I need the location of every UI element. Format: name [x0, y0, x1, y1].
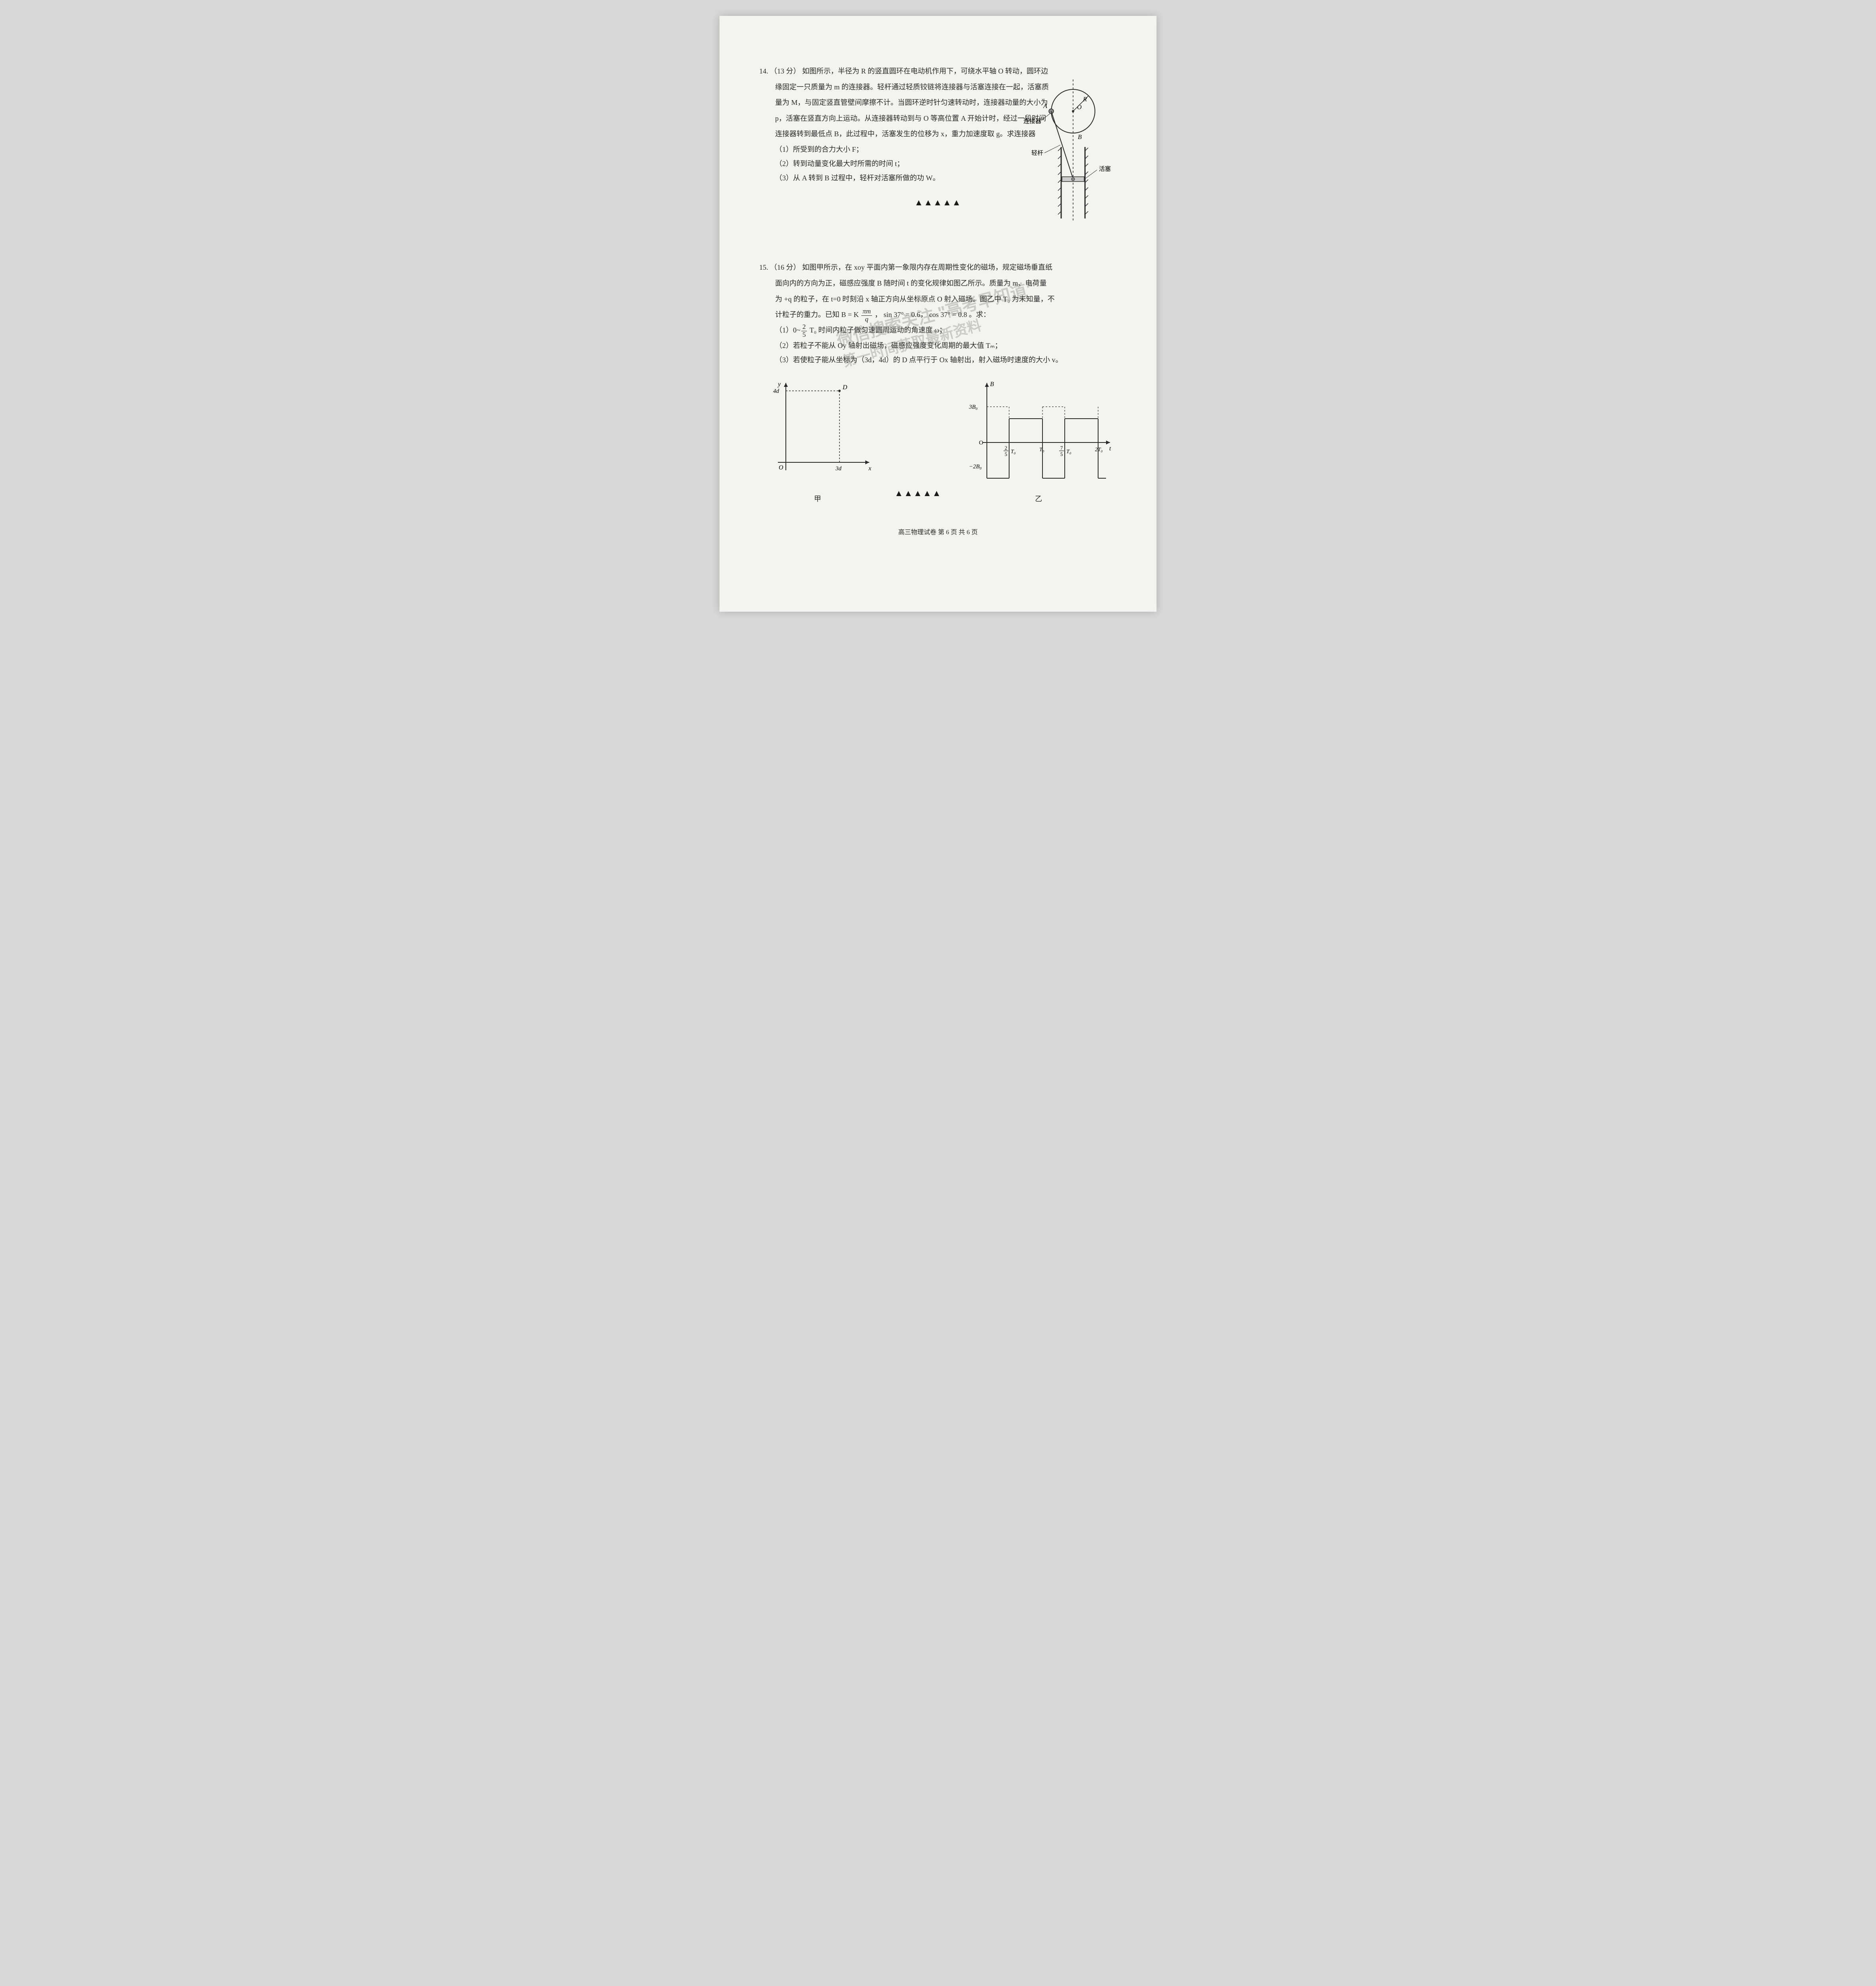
svg-text:2T₀: 2T₀: [1095, 447, 1103, 453]
label-rod: 轻杆: [1031, 150, 1043, 156]
q14-line1: 缘固定一只质量为 m 的连接器。轻杆通过轻质铰链将连接器与活塞连接在一起，活塞质: [775, 83, 1049, 91]
svg-text:4d: 4d: [773, 388, 779, 394]
q14-diagram: O R A B 连接器 轻杆: [1021, 79, 1125, 228]
chart-yi-svg: OtB3B₀−2B₀25T₀T₀75T₀2T₀: [963, 379, 1114, 482]
q14-points: （13 分）: [770, 67, 801, 75]
svg-text:−2B₀: −2B₀: [969, 464, 982, 470]
svg-text:7: 7: [1060, 445, 1063, 451]
exam-page: 微信搜索关注 "高考早知道" 第一时间获取最新资料 14. （13 分） 如图所…: [719, 16, 1157, 612]
svg-text:y: y: [777, 381, 781, 388]
svg-text:3B₀: 3B₀: [969, 404, 978, 410]
charts-row: OxyD4d3d 甲 ▲▲▲▲▲ OtB3B₀−2B₀25T₀T₀75T₀2T₀…: [759, 379, 1117, 507]
svg-text:3d: 3d: [835, 466, 842, 472]
label-B: B: [1078, 134, 1082, 141]
chart-yi: OtB3B₀−2B₀25T₀T₀75T₀2T₀ 乙: [963, 379, 1114, 507]
svg-text:5: 5: [1005, 451, 1008, 457]
q15-line3-prefix: 计粒子的重力。已知 B = K: [775, 311, 859, 319]
svg-text:D: D: [842, 384, 847, 391]
q15-line1: 面向内的方向为正，磁感应强度 B 随时间 t 的变化规律如图乙所示。质量为 m、…: [775, 279, 1047, 287]
chart-jia: Ox y D 4d 3d 甲: [762, 379, 873, 507]
q15-number: 15.: [759, 263, 768, 271]
svg-text:5: 5: [1060, 451, 1063, 457]
svg-text:x: x: [868, 465, 871, 472]
q14-line2: 量为 M，与固定竖直管壁间摩擦不计。当圆环逆时针匀速转动时，连接器动量的大小为: [775, 99, 1048, 106]
q14-line4: 连接器转到最低点 B，此过程中，活塞发生的位移为 x，重力加速度取 g。求连接器: [775, 130, 1036, 138]
q14-number: 14.: [759, 67, 768, 75]
q15-sub1: （1）0~25 T₀ 时间内粒子做匀速圆周运动的角速度 ω；: [775, 323, 1117, 338]
svg-text:t: t: [1109, 445, 1111, 452]
label-R: R: [1083, 96, 1087, 103]
caption-jia: 甲: [762, 491, 873, 507]
q14-line0: 如图所示，半径为 R 的竖直圆环在电动机作用下，可绕水平轴 O 转动，圆环边: [802, 67, 1048, 75]
svg-text:B: B: [990, 381, 994, 388]
q15-line3-suffix: ， sin 37° = 0.6， cos 37° = 0.8 。求：: [874, 311, 990, 319]
q15-sub2: （2）若粒子不能从 Oy 轴射出磁场，磁感应强度变化周期的最大值 Tₘ；: [775, 338, 1117, 353]
q15-line0: 如图甲所示，在 xoy 平面内第一象限内存在周期性变化的磁场，规定磁场垂直纸: [802, 263, 1052, 271]
page-footer: 高三物理试卷 第 6 页 共 6 页: [759, 527, 1117, 536]
svg-text:O: O: [779, 464, 783, 471]
caption-yi: 乙: [963, 491, 1114, 507]
svg-text:O: O: [979, 440, 983, 446]
q14-svg: O R A B 连接器 轻杆: [1021, 79, 1125, 222]
q15-sub3: （3）若使粒子能从坐标为（3d，4d）的 D 点平行于 Ox 轴射出，射入磁场时…: [775, 353, 1117, 367]
triangles-2: ▲▲▲▲▲: [895, 484, 942, 503]
chart-jia-svg: Ox y D 4d 3d: [762, 379, 873, 482]
label-connector: 连接器: [1023, 118, 1041, 125]
q15-line2: 为 +q 的粒子，在 t=0 时刻沿 x 轴正方向从坐标原点 O 射入磁场。图乙…: [775, 295, 1055, 303]
q15-text: 15. （16 分） 如图甲所示，在 xoy 平面内第一象限内存在周期性变化的磁…: [759, 260, 1117, 323]
svg-text:T₀: T₀: [1011, 449, 1016, 455]
q14-line3: p，活塞在竖直方向上运动。从连接器转动到与 O 等高位置 A 开始计时，经过一段…: [775, 114, 1046, 122]
question-14: 14. （13 分） 如图所示，半径为 R 的竖直圆环在电动机作用下，可绕水平轴…: [759, 64, 1117, 212]
q15-points: （16 分）: [770, 263, 801, 271]
question-15: 15. （16 分） 如图甲所示，在 xoy 平面内第一象限内存在周期性变化的磁…: [759, 260, 1117, 507]
svg-text:T₀: T₀: [1039, 447, 1044, 453]
svg-text:2: 2: [1005, 445, 1008, 451]
q15-frac-B: πm q: [861, 308, 872, 323]
svg-text:T₀: T₀: [1066, 449, 1071, 455]
label-A: A: [1043, 103, 1047, 110]
label-piston: 活塞: [1099, 165, 1111, 172]
